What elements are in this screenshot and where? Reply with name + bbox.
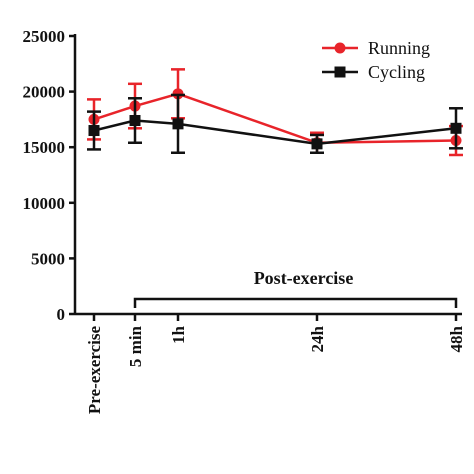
y-tick-label: 25000 [23, 27, 66, 46]
legend-label: Running [368, 38, 430, 58]
data-point [172, 118, 184, 130]
legend-marker [334, 42, 346, 54]
chart-legend: Running Cycling [322, 38, 430, 82]
legend-marker [334, 66, 346, 78]
post-exercise-label: Post-exercise [254, 268, 354, 288]
y-tick-label: 20000 [23, 83, 66, 102]
data-point [311, 138, 323, 150]
x-tick-label: 24h [308, 325, 327, 352]
data-point [450, 122, 462, 134]
post-exercise-bracket: Post-exercise [133, 268, 458, 308]
data-point [129, 115, 141, 127]
legend-label: Cycling [368, 62, 425, 82]
y-axis-ticks: 0 5000 10000 15000 20000 25000 [23, 27, 75, 324]
legend-item-running: Running [322, 38, 430, 58]
x-tick-label: 1h [169, 325, 188, 344]
legend-item-cycling: Cycling [322, 62, 425, 82]
y-tick-label: 0 [57, 305, 66, 324]
chart-axes [73, 34, 462, 316]
x-tick-label: Pre-exercise [85, 326, 104, 415]
y-tick-label: 10000 [23, 194, 66, 213]
x-tick-label: 48h [447, 325, 466, 352]
y-tick-label: 15000 [23, 138, 66, 157]
data-point [88, 125, 100, 137]
chart-series [87, 68, 463, 157]
y-tick-label: 5000 [31, 249, 65, 268]
bracket-line [133, 297, 458, 308]
x-axis-ticks: Pre-exercise 5 min 1h 24h 48h [85, 314, 466, 414]
x-tick-label: 5 min [126, 325, 145, 367]
series-cycling [87, 93, 463, 155]
series-running [87, 68, 463, 157]
